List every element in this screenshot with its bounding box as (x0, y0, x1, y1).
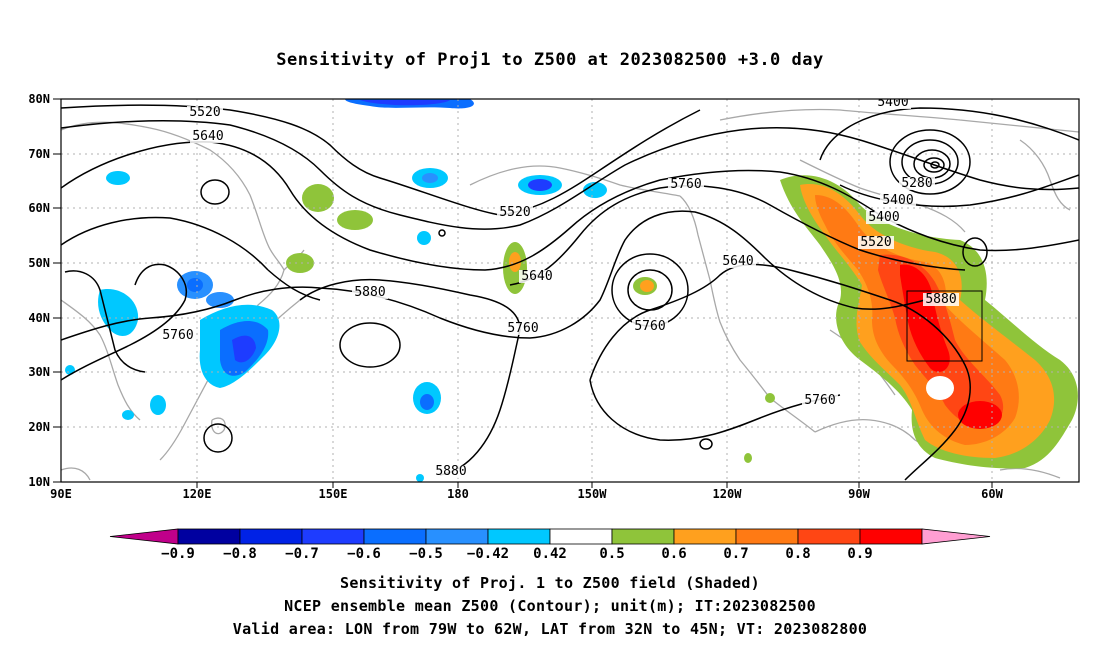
colorbar-tick-label: −0.9 (161, 546, 195, 562)
colorbar-segment (487, 528, 551, 545)
lat-label: 20N (28, 420, 50, 434)
lat-label: 60N (28, 201, 50, 215)
contour-label-background (160, 329, 196, 342)
contour-label: 5760 (507, 321, 538, 336)
contour-label-background (858, 236, 894, 249)
longitude-axis: 90E 120E 150E 180 150W 120W 90W 60W (50, 482, 1004, 501)
colorbar-segment (549, 528, 613, 545)
caption-valid-area: Valid area: LON from 79W to 62W, LAT fro… (232, 620, 868, 638)
contour-label-background (505, 322, 541, 335)
lon-label: 120W (713, 487, 743, 501)
contour-label-background (187, 106, 223, 119)
colorbar-segment (301, 528, 365, 545)
lat-label: 10N (28, 475, 50, 489)
contour-label: 5760 (670, 177, 701, 192)
colorbar-tick-label: 0.5 (599, 546, 624, 562)
contour-label-background (190, 130, 226, 143)
contour-label-background (519, 270, 555, 283)
contour-label: 5760 (162, 328, 193, 343)
contour-label: 5520 (860, 235, 891, 250)
lon-label: 150W (578, 487, 608, 501)
contour-label: 5880 (354, 285, 385, 300)
z500-contours (61, 104, 1079, 481)
colorbar-segment (425, 528, 489, 545)
colorbar-tick-label: −0.6 (347, 546, 381, 562)
contour-label: 5400 (877, 95, 908, 110)
colorbar-segment (673, 528, 737, 545)
colorbar-tick-label: 0.9 (847, 546, 872, 562)
map-title: Sensitivity of Proj1 to Z500 at 20230825… (276, 50, 824, 70)
valid-area-box (906, 290, 983, 362)
lon-label: 90E (50, 487, 72, 501)
map-frame (60, 98, 1080, 483)
colorbar-tick-label: −0.8 (223, 546, 257, 562)
lon-label: 180 (447, 487, 469, 501)
contour-label: 5520 (499, 205, 530, 220)
contour-label-background (433, 465, 469, 478)
contour-label: 5280 (901, 176, 932, 191)
colorbar-segment (177, 528, 241, 545)
lat-label: 50N (28, 256, 50, 270)
contour-label-background (802, 394, 838, 407)
latitude-axis: 80N 70N 60N 50N 40N 30N 20N 10N (28, 92, 61, 489)
contour-label-background (352, 286, 388, 299)
colorbar-extend-low (109, 528, 179, 545)
colorbar-tick-label: 0.8 (785, 546, 810, 562)
lat-label: 70N (28, 147, 50, 161)
colorbar-tick-label: 0.6 (661, 546, 686, 562)
contour-label: 5760 (804, 393, 835, 408)
lon-label: 60W (981, 487, 1003, 501)
contour-label-background (866, 211, 902, 224)
contour-label: 5400 (868, 210, 899, 225)
colorbar-segment (859, 528, 923, 545)
colorbar-tick-label: −0.7 (285, 546, 319, 562)
contour-label-background (875, 99, 911, 109)
contour-label: 5760 (634, 319, 665, 334)
colorbar: −0.9 −0.8 −0.7 −0.6 −0.5 −0.42 0.42 0.5 0.6 0.7 0.… (109, 528, 991, 562)
colorbar-segment (239, 528, 303, 545)
contour-label: 5640 (722, 254, 753, 269)
colorbar-segment (363, 528, 427, 545)
lat-label: 40N (28, 311, 50, 325)
colorbar-extend-high (921, 528, 991, 545)
colorbar-segment (735, 528, 799, 545)
colorbar-tick-label: −0.42 (467, 546, 509, 562)
contour-label-background (923, 293, 959, 306)
contour-label-background (668, 178, 704, 191)
graticule (61, 99, 1079, 482)
caption-contour: NCEP ensemble mean Z500 (Contour); unit(… (284, 597, 816, 615)
contour-label-background (632, 320, 668, 333)
contour-label-background (880, 194, 916, 207)
colorbar-segment (611, 528, 675, 545)
colorbar-tick-label: 0.42 (533, 546, 567, 562)
contour-label-background (720, 255, 756, 268)
contour-label: 5520 (189, 105, 220, 120)
colorbar-segment (797, 528, 861, 545)
lon-label: 90W (848, 487, 870, 501)
contour-labels: 5520 5640 5520 5640 5760 5760 5880 5760 5760 5400… (160, 95, 959, 479)
contour-label: 5400 (882, 193, 913, 208)
colorbar-tick-label: −0.5 (409, 546, 443, 562)
lon-label: 120E (183, 487, 212, 501)
contour-label: 5880 (925, 292, 956, 307)
contour-label: 5880 (435, 464, 466, 479)
contour-label-background (497, 206, 533, 219)
colorbar-tick-label: 0.7 (723, 546, 748, 562)
caption-shading: Sensitivity of Proj. 1 to Z500 field (Sh… (340, 574, 760, 592)
lon-label: 150E (319, 487, 348, 501)
contour-label: 5640 (521, 269, 552, 284)
contour-label-background (899, 177, 935, 190)
lat-label: 30N (28, 365, 50, 379)
lat-label: 80N (28, 92, 50, 106)
contour-label: 5640 (192, 129, 223, 144)
